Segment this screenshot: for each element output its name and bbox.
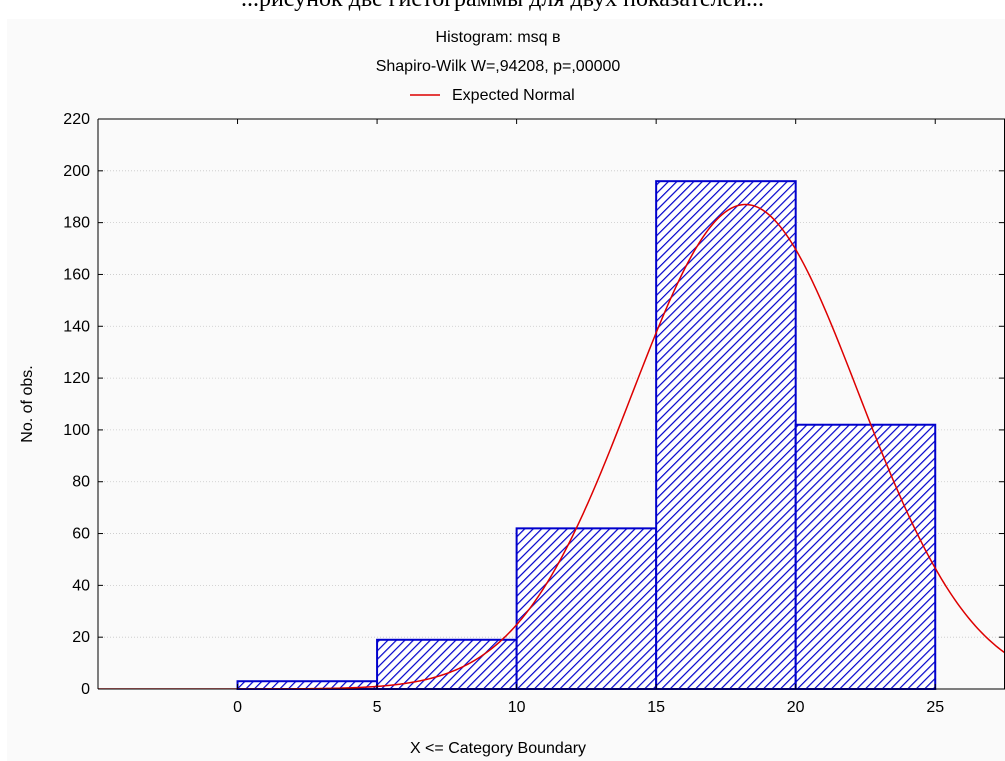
y-tick-label: 220 — [63, 111, 90, 128]
histogram-bar — [655, 180, 797, 690]
y-tick-label: 60 — [72, 526, 90, 543]
x-tick-label: 25 — [926, 699, 944, 716]
y-tick-label: 100 — [63, 422, 90, 439]
y-tick-label: 160 — [63, 266, 90, 283]
page-caption: ...рисунок две гистограммы для двух пока… — [0, 0, 1005, 13]
y-tick-label: 140 — [63, 318, 90, 335]
y-axis-label: No. of obs. — [19, 365, 36, 442]
y-tick-label: 180 — [63, 215, 90, 232]
histogram-bar — [794, 423, 937, 690]
y-tick-label: 20 — [72, 629, 90, 646]
y-tick-label: 120 — [63, 370, 90, 387]
y-tick-label: 0 — [81, 681, 90, 698]
x-tick-label: 5 — [373, 699, 382, 716]
y-tick-label: 40 — [72, 577, 90, 594]
chart-subtitle: Shapiro-Wilk W=,94208, p=,00000 — [376, 58, 621, 75]
x-tick-label: 20 — [787, 699, 805, 716]
chart-frame: Histogram: msq в Shapiro-Wilk W=,94208, … — [7, 19, 1005, 761]
x-tick-label: 0 — [233, 699, 242, 716]
y-tick-label: 80 — [72, 474, 90, 491]
legend: Expected Normal — [410, 87, 575, 104]
histogram-bar — [376, 638, 518, 690]
histogram-bar — [515, 527, 658, 691]
legend-label-expected-normal: Expected Normal — [452, 87, 575, 104]
x-axis-label: X <= Category Boundary — [410, 740, 586, 757]
y-tick-label: 200 — [63, 163, 90, 180]
histogram-chart: Histogram: msq в Shapiro-Wilk W=,94208, … — [19, 29, 1005, 757]
x-tick-label: 15 — [647, 699, 665, 716]
bars — [236, 180, 937, 691]
chart-title: Histogram: msq в — [436, 29, 561, 46]
x-tick-label: 10 — [508, 699, 526, 716]
